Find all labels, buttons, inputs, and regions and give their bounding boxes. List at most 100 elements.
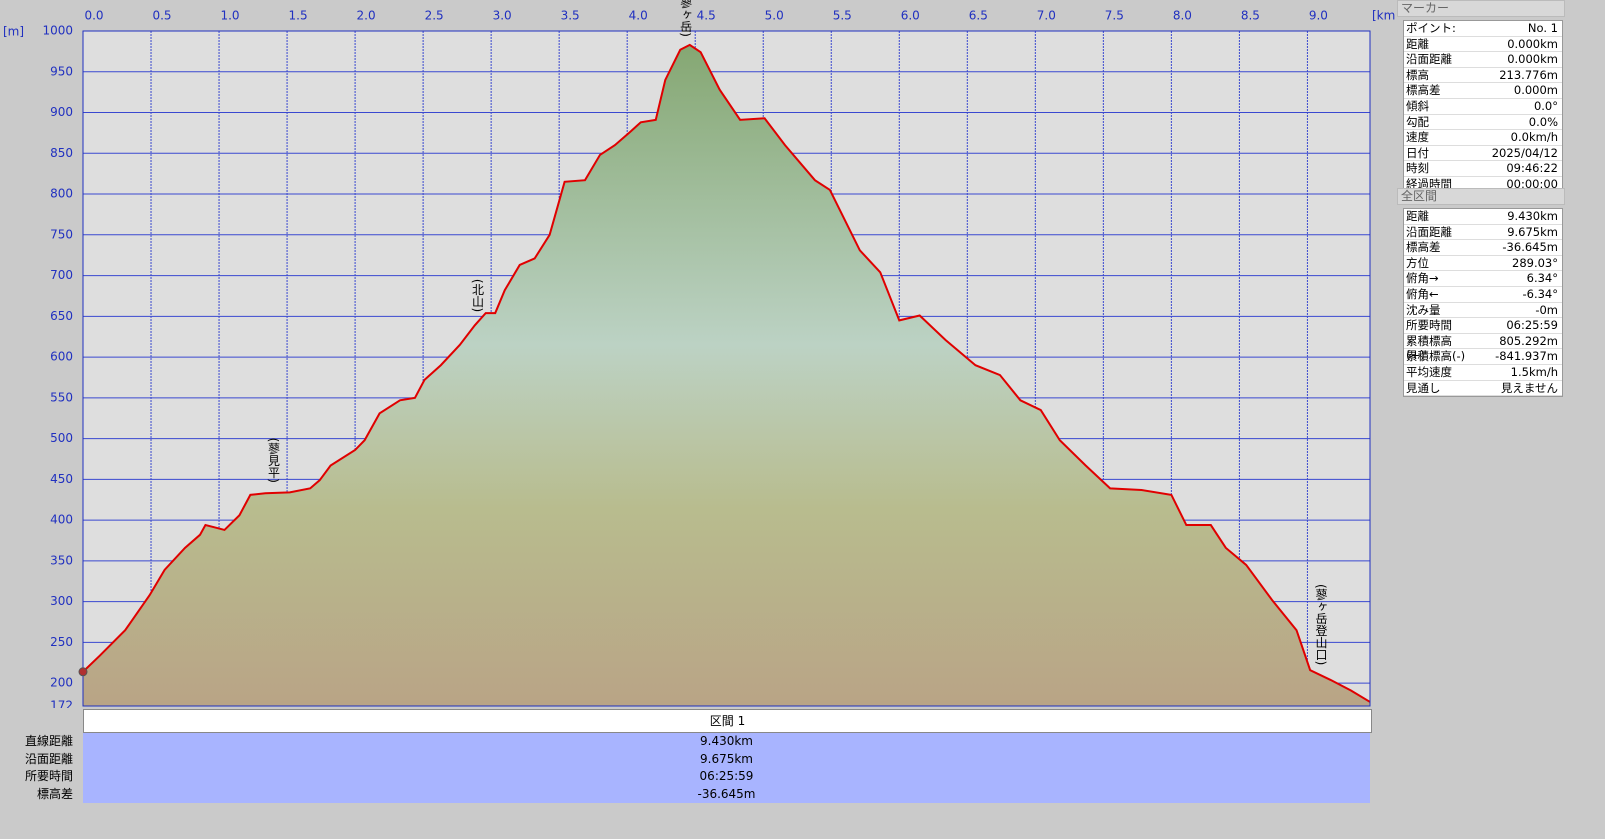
row-label: 所要時間 (24, 769, 73, 783)
x-tick-label: 3.5 (561, 9, 580, 23)
x-tick-label: 4.5 (697, 9, 716, 23)
x-tick-label: 6.0 (901, 9, 920, 23)
panel-row: ポイント: No. 1 (1404, 21, 1562, 37)
row-label: 経過時間 (1406, 176, 1452, 191)
row-label: 傾斜 (1406, 98, 1429, 113)
row-label: 沿面距離 (1406, 52, 1452, 67)
panel-row: 速度 0.0km/h (1404, 130, 1562, 146)
y-tick-label: 750 (50, 227, 73, 241)
row-label: 沿面距離 (1406, 224, 1452, 239)
y-tick-label: 650 (50, 309, 73, 323)
y-tick-label: 500 (50, 431, 73, 445)
section-row: 沿面距離 9.675km (0, 750, 1370, 768)
y-tick-label: 950 (50, 64, 73, 78)
panel-row: 標高 213.776m (1404, 68, 1562, 84)
y-tick-label: 450 (50, 472, 73, 486)
y-unit: [m] (3, 25, 24, 39)
x-unit: [km] (1372, 9, 1395, 23)
annotation: (蓼ヶ岳登山口) (1314, 584, 1328, 665)
elevation-chart: [m] [km] 0.0 0.5 1.0 1.5 2.0 2.5 3.0 3.5 4.0 4.5 5… (3, 0, 1395, 709)
x-tick-label: 4.0 (629, 9, 648, 23)
start-marker (78, 667, 88, 677)
y-tick-label: 850 (50, 146, 73, 160)
x-tick-label: 8.0 (1173, 9, 1192, 23)
row-label: 標高差 (1406, 83, 1441, 98)
row-value: 9.430km (1507, 209, 1558, 223)
panel-title: マーカー (1397, 0, 1565, 17)
y-tick-label: 1000 (42, 24, 73, 38)
panel-row: 日付 2025/04/12 (1404, 146, 1562, 162)
row-label: 時刻 (1406, 161, 1429, 176)
panel-row: 傾斜 0.0° (1404, 99, 1562, 115)
y-tick-label: 800 (50, 187, 73, 201)
row-value: 9.675km (83, 750, 1370, 768)
annotation: (北山) (471, 279, 485, 312)
y-tick-label: 600 (50, 350, 73, 364)
row-value: 見えません (1500, 380, 1558, 395)
row-value: -0m (1535, 302, 1558, 317)
section-table: 区間 1 直線距離 9.430km 沿面距離 9.675km 所要時間 06:25:59 標… (0, 709, 1395, 804)
row-label: 勾配 (1406, 114, 1429, 129)
section-row: 所要時間 06:25:59 (0, 768, 1370, 786)
y-tick-label: 900 (50, 105, 73, 119)
y-tick-label: 700 (50, 268, 73, 282)
section-header: 区間 1 (83, 709, 1372, 733)
x-tick-label: 1.5 (289, 9, 308, 23)
row-value: 213.776m (1499, 67, 1558, 82)
row-label: 標高 (1406, 67, 1429, 82)
panel-row: 所要時間 06:25:59 (1404, 318, 1562, 334)
row-value: 0.000m (1513, 83, 1558, 98)
x-tick-label: 8.5 (1241, 9, 1260, 23)
y-tick-label: 300 (50, 594, 73, 608)
row-value: 805.292m (1499, 333, 1558, 348)
row-value: 6.34° (1526, 271, 1558, 286)
x-tick-label: 9.0 (1309, 9, 1328, 23)
row-label: 沈み量 (1406, 302, 1441, 317)
row-label: 見通し (1406, 380, 1441, 395)
x-tick-label: 2.5 (425, 9, 444, 23)
row-value: 09:46:22 (1506, 161, 1558, 176)
y-tick-label: 400 (50, 513, 73, 527)
y-tick-label: 550 (50, 390, 73, 404)
row-label: 累積標高(+) (1406, 333, 1452, 363)
row-value: 0.0km/h (1510, 130, 1558, 145)
y-tick-label: 250 (50, 635, 73, 649)
panel-row: 累積標高(+) 805.292m (1404, 333, 1562, 363)
panel-title: 全区間 (1397, 188, 1565, 205)
y-tick-label: 350 (50, 553, 73, 567)
panel-row: 沿面距離 9.675km (1404, 225, 1562, 241)
panel-row: 累積標高(-) -841.937m (1404, 349, 1562, 365)
row-value: 06:25:59 (83, 768, 1370, 786)
elevation-line (82, 43, 1371, 703)
x-tick-label: 7.0 (1037, 9, 1056, 23)
row-label: 累積標高(-) (1406, 349, 1466, 364)
plot-border (82, 30, 1371, 707)
x-tick-label: 6.5 (969, 9, 988, 23)
panel-row: 俯角← -6.34° (1404, 287, 1562, 303)
row-value: 0.0% (1528, 114, 1558, 129)
row-label: 標高差 (36, 786, 73, 801)
row-value: 0.0° (1533, 98, 1558, 113)
row-value: -36.645m (83, 785, 1370, 803)
row-value: No. 1 (1527, 21, 1558, 35)
row-label: 俯角← (1406, 286, 1439, 301)
terrain-area (83, 44, 1370, 706)
panel-row: 距離 0.000km (1404, 37, 1562, 53)
row-value: 2025/04/12 (1491, 145, 1558, 160)
row-value: -841.937m (1495, 349, 1558, 364)
row-value: 00:00:00 (1506, 176, 1558, 191)
row-label: 平均速度 (1406, 364, 1452, 379)
panel-row: 俯角→ 6.34° (1404, 271, 1562, 287)
row-label: 直線距離 (24, 734, 73, 748)
row-value: -36.645m (1502, 240, 1558, 255)
row-label: 標高差 (1406, 240, 1441, 255)
row-label: 日付 (1406, 145, 1429, 160)
row-value: -6.34° (1522, 286, 1558, 301)
y-tick-label: 172 (50, 699, 73, 709)
row-label: 距離 (1406, 209, 1429, 223)
row-value: 9.675km (1507, 224, 1558, 239)
marker-panel: マーカー ポイント: No. 1 距離 0.000km 沿面距離 0.000km 標高 213.… (1397, 0, 1565, 194)
row-value: 1.5km/h (1510, 364, 1558, 379)
panel-row: 方位 289.03° (1404, 256, 1562, 272)
